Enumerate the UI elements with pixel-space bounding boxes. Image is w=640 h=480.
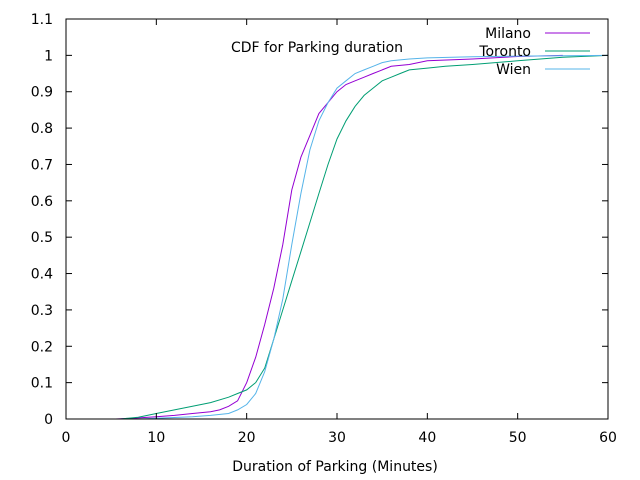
x-tick-label: 20 — [238, 430, 256, 446]
y-tick-label: 0.6 — [31, 194, 53, 210]
y-tick-label: 1.1 — [31, 12, 53, 28]
x-axis-label: Duration of Parking (Minutes) — [232, 459, 438, 475]
x-tick-label: 60 — [599, 430, 617, 446]
y-tick-label: 0.8 — [31, 121, 53, 137]
x-tick-label: 40 — [418, 430, 436, 446]
series-line-wien — [120, 54, 608, 419]
y-tick-label: 0.7 — [31, 157, 53, 173]
legend-label-toronto: Toronto — [478, 44, 531, 60]
y-tick-label: 0.9 — [31, 85, 53, 101]
plot-frame — [65, 18, 609, 420]
y-tick-label: 1 — [44, 48, 53, 64]
legend: Milano Toronto Wien — [478, 26, 590, 78]
y-axis: 0 0.1 0.2 0.3 0.4 0.5 0.6 0.7 0.8 0.9 1 1.1 — [31, 12, 608, 428]
y-tick-label: 0.4 — [31, 267, 53, 283]
y-tick-label: 0.2 — [31, 339, 53, 355]
series-layer — [115, 54, 608, 419]
y-tick-label: 0.1 — [31, 376, 53, 392]
y-tick-label: 0.3 — [31, 303, 53, 319]
series-line-milano — [115, 54, 563, 419]
x-tick-label: 50 — [509, 430, 527, 446]
legend-label-milano: Milano — [485, 26, 531, 42]
series-line-toronto — [120, 54, 608, 419]
y-tick-label: 0 — [44, 412, 53, 428]
x-tick-label: 10 — [147, 430, 165, 446]
y-tick-label: 0.5 — [31, 230, 53, 246]
x-tick-label: 30 — [328, 430, 346, 446]
x-tick-label: 0 — [62, 430, 71, 446]
legend-label-wien: Wien — [496, 62, 531, 78]
x-axis: 0 10 20 30 40 50 60 — [62, 19, 617, 446]
chart-annotation: CDF for Parking duration — [231, 40, 403, 56]
